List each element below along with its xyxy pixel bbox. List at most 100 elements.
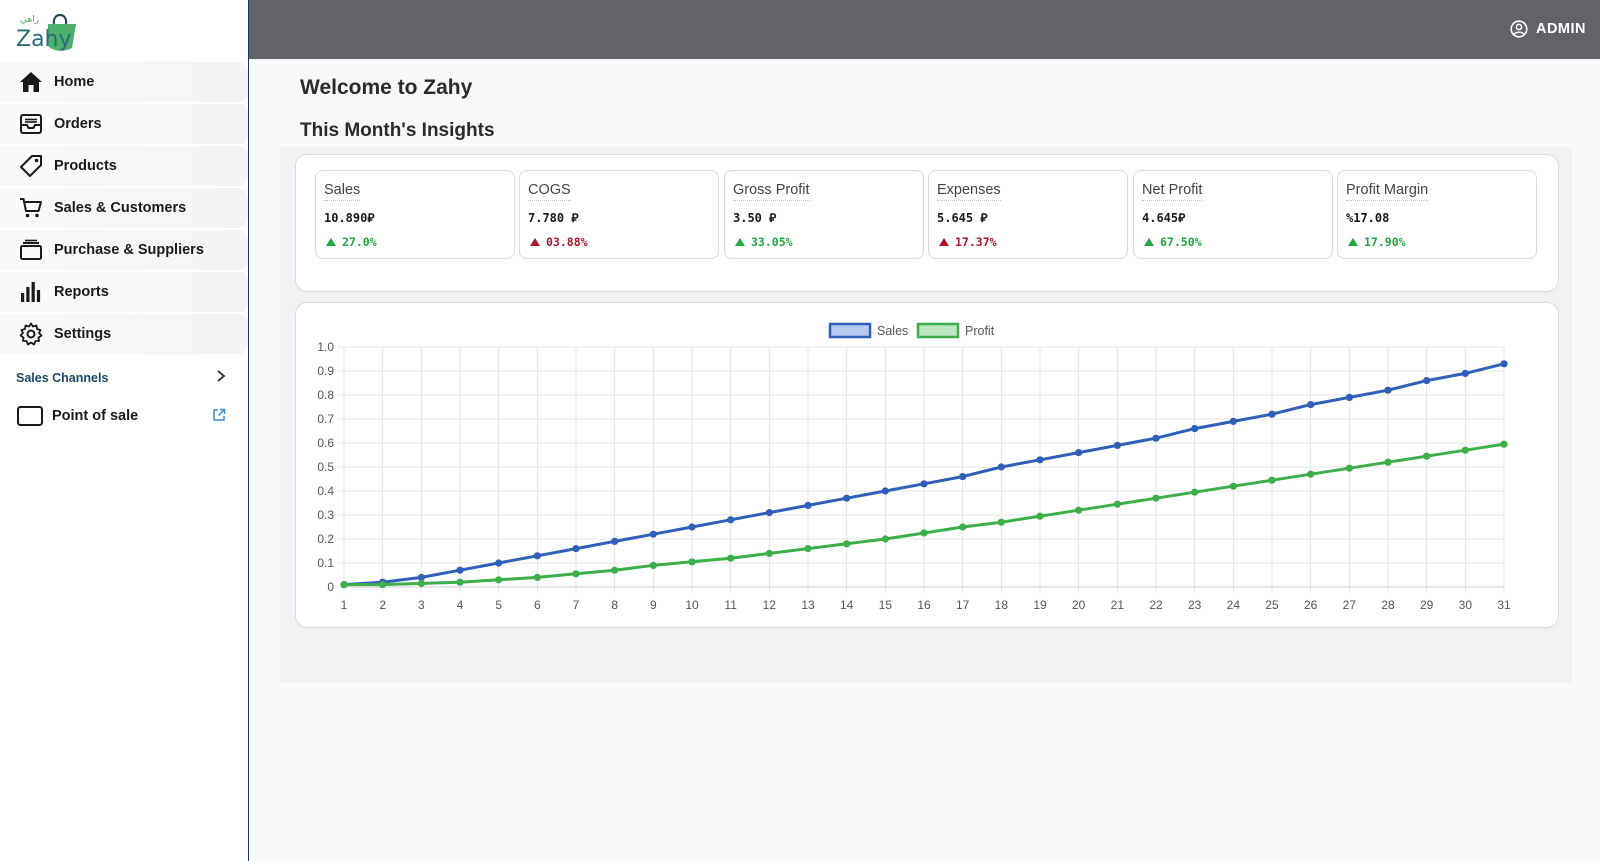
x-tick-label: 1	[341, 598, 348, 612]
user-menu[interactable]: ADMIN	[1510, 19, 1586, 39]
kpi-card-gross-profit: Gross Profit 3.50 ⃁ 33.05%	[724, 170, 924, 259]
kpi-title: Net Profit	[1142, 182, 1203, 201]
page-title: Welcome to Zahy	[300, 76, 473, 99]
profit-data-point	[572, 570, 580, 578]
x-tick-label: 15	[879, 598, 893, 612]
kpi-card-cogs: COGS 7.780 ⃁ 03.88%	[519, 170, 719, 259]
logo-text: Zahy	[16, 27, 72, 52]
x-tick-label: 6	[534, 598, 541, 612]
profit-data-point	[533, 573, 541, 581]
user-circle-icon	[1510, 19, 1530, 39]
monitor-icon	[16, 403, 44, 429]
x-tick-label: 26	[1304, 598, 1318, 612]
profit-data-point	[1113, 500, 1121, 508]
sidebar-item-label: Settings	[54, 326, 112, 342]
zahy-logo[interactable]: Zahy زاهي	[14, 6, 84, 54]
sales-data-point	[1075, 449, 1083, 457]
x-tick-label: 19	[1033, 598, 1047, 612]
kpi-card-profit-margin: Profit Margin %17.08 17.90%	[1337, 170, 1537, 259]
sidebar-nav: Home Orders Products Sales & Customers P…	[0, 60, 248, 436]
y-tick-label: 0	[327, 580, 334, 594]
profit-data-point	[379, 581, 387, 589]
sales-data-point	[1152, 434, 1160, 442]
sales-channels-toggle[interactable]: Sales Channels	[0, 360, 248, 396]
kpi-change: 17.90%	[1348, 235, 1406, 249]
gear-icon	[18, 321, 44, 347]
sidebar-item-reports[interactable]: Reports	[0, 272, 248, 312]
kpi-change: 03.88%	[530, 235, 588, 249]
y-tick-label: 0.5	[317, 460, 334, 474]
kpi-title: Expenses	[937, 182, 1001, 201]
sidebar: Zahy زاهي Home Orders Products	[0, 0, 249, 861]
external-link-icon[interactable]	[212, 408, 226, 427]
profit-data-point	[1229, 482, 1237, 490]
sales-data-point	[727, 516, 735, 524]
sales-data-point	[1345, 393, 1353, 401]
x-tick-label: 31	[1497, 598, 1511, 612]
x-tick-label: 14	[840, 598, 854, 612]
insights-section: Sales 10.890⃁ 27.0% COGS 7.780 ⃁ 03.88% …	[280, 147, 1572, 683]
x-tick-label: 10	[685, 598, 699, 612]
x-tick-label: 25	[1265, 598, 1279, 612]
sales-data-point	[495, 559, 503, 567]
x-tick-label: 29	[1420, 598, 1434, 612]
box-icon	[18, 237, 44, 263]
sales-data-point	[1461, 369, 1469, 377]
legend-swatch-sales	[828, 322, 872, 339]
kpi-title: Sales	[324, 182, 361, 201]
sidebar-item-products[interactable]: Products	[0, 146, 248, 186]
profit-data-point	[765, 549, 773, 557]
insights-heading: This Month's Insights	[300, 120, 495, 141]
profit-data-point	[727, 554, 735, 562]
sidebar-item-label: Purchase & Suppliers	[54, 242, 204, 258]
sales-data-point	[1423, 377, 1431, 385]
profit-data-point	[1500, 440, 1508, 448]
x-tick-label: 5	[495, 598, 502, 612]
x-tick-label: 16	[917, 598, 931, 612]
inbox-icon	[18, 111, 44, 137]
kpi-value: 4.645⃁	[1142, 211, 1186, 225]
sales-data-point	[1113, 441, 1121, 449]
sidebar-item-label: Products	[54, 158, 117, 174]
profit-data-point	[997, 518, 1005, 526]
kpi-card-net-profit: Net Profit 4.645⃁ 67.50%	[1133, 170, 1333, 259]
sales-data-point	[533, 552, 541, 560]
profit-data-point	[920, 529, 928, 537]
kpi-value: 7.780 ⃁	[528, 211, 579, 225]
sales-data-point	[881, 487, 889, 495]
x-tick-label: 8	[611, 598, 618, 612]
profit-data-point	[495, 576, 503, 584]
y-tick-label: 0.6	[317, 436, 334, 450]
y-tick-label: 0.9	[317, 364, 334, 378]
sidebar-item-label: Reports	[54, 284, 109, 300]
sidebar-item-home[interactable]: Home	[0, 62, 248, 102]
y-tick-label: 0.1	[317, 556, 334, 570]
sidebar-item-point-of-sale[interactable]: Point of sale	[0, 396, 248, 436]
x-tick-label: 21	[1111, 598, 1125, 612]
profit-data-point	[881, 535, 889, 543]
sidebar-item-label: Home	[54, 74, 95, 90]
sidebar-item-orders[interactable]: Orders	[0, 104, 248, 144]
x-tick-label: 22	[1149, 598, 1163, 612]
section-label: Sales Channels	[16, 371, 109, 385]
x-tick-label: 13	[801, 598, 815, 612]
kpi-title: Profit Margin	[1346, 182, 1429, 201]
kpi-change: 17.37%	[939, 235, 997, 249]
x-tick-label: 30	[1459, 598, 1473, 612]
sales-data-point	[1268, 410, 1276, 418]
logo-arabic: زاهي	[20, 15, 39, 25]
sales-data-point	[456, 566, 464, 574]
kpi-value: 5.645 ⃁	[937, 211, 988, 225]
profit-data-point	[1268, 476, 1276, 484]
sales-data-point	[804, 501, 812, 509]
x-tick-label: 17	[956, 598, 970, 612]
sales-data-point	[1500, 360, 1508, 368]
sidebar-item-label: Orders	[54, 116, 102, 132]
sidebar-item-settings[interactable]: Settings	[0, 314, 248, 354]
kpi-value: %17.08	[1346, 211, 1390, 225]
sidebar-item-purchase-suppliers[interactable]: Purchase & Suppliers	[0, 230, 248, 270]
sidebar-item-sales-customers[interactable]: Sales & Customers	[0, 188, 248, 228]
profit-data-point	[340, 581, 348, 589]
trend-up-icon	[1144, 238, 1154, 246]
bar-chart-icon	[18, 279, 44, 305]
